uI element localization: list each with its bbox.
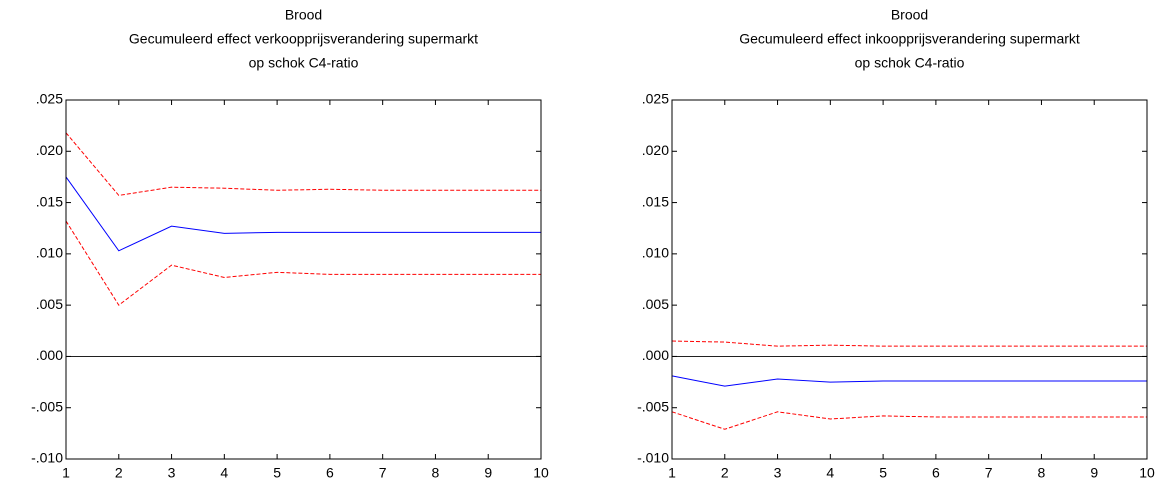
x-tick-label: 3 [168, 465, 176, 481]
x-tick-label: 1 [668, 465, 676, 481]
x-tick-label: 6 [326, 465, 334, 481]
x-tick-label: 6 [932, 465, 940, 481]
y-tick-label: .015 [642, 193, 669, 209]
y-tick-label: -.010 [637, 450, 669, 466]
chart-title: op schok C4-ratio [249, 55, 359, 71]
y-tick-label: .010 [36, 245, 63, 261]
x-tick-label: 7 [379, 465, 387, 481]
y-tick-label: .020 [642, 142, 669, 158]
chart-title: Brood [285, 7, 322, 23]
y-tick-label: -.005 [31, 398, 63, 414]
y-tick-label: -.010 [31, 450, 63, 466]
x-tick-label: 5 [879, 465, 887, 481]
y-tick-label: .005 [642, 296, 669, 312]
y-tick-label: .020 [36, 142, 63, 158]
x-tick-label: 8 [432, 465, 440, 481]
x-tick-label: 3 [774, 465, 782, 481]
y-tick-label: .015 [36, 193, 63, 209]
series-line [65, 132, 541, 196]
series-line [65, 220, 541, 306]
x-tick-label: 9 [1090, 465, 1098, 481]
y-tick-label: .000 [36, 347, 63, 363]
x-tick-label: 10 [1139, 465, 1155, 481]
x-tick-label: 7 [985, 465, 993, 481]
chart-title: Gecumuleerd effect inkoopprijsveranderin… [739, 31, 1080, 47]
series-line [671, 340, 1147, 347]
y-tick-label: .000 [642, 347, 669, 363]
x-tick-label: 4 [220, 465, 228, 481]
y-tick-label: .005 [36, 296, 63, 312]
y-tick-label: -.005 [637, 398, 669, 414]
x-tick-label: 9 [484, 465, 492, 481]
y-tick-label: .025 [36, 91, 63, 107]
chart-title: Brood [891, 7, 928, 23]
x-tick-label: 2 [115, 465, 123, 481]
x-tick-label: 8 [1038, 465, 1046, 481]
x-tick-label: 1 [62, 465, 70, 481]
x-tick-label: 5 [273, 465, 281, 481]
chart-title: op schok C4-ratio [855, 55, 965, 71]
y-tick-label: .010 [642, 245, 669, 261]
series-line [671, 411, 1147, 430]
x-tick-label: 4 [826, 465, 834, 481]
x-tick-label: 10 [533, 465, 549, 481]
series-line [65, 176, 541, 252]
x-tick-label: 2 [721, 465, 729, 481]
plot-frame [65, 99, 542, 460]
chart-title: Gecumuleerd effect verkoopprijsveranderi… [129, 31, 478, 47]
y-tick-label: .025 [642, 91, 669, 107]
series-line [671, 375, 1147, 387]
plot-frame [671, 99, 1148, 460]
